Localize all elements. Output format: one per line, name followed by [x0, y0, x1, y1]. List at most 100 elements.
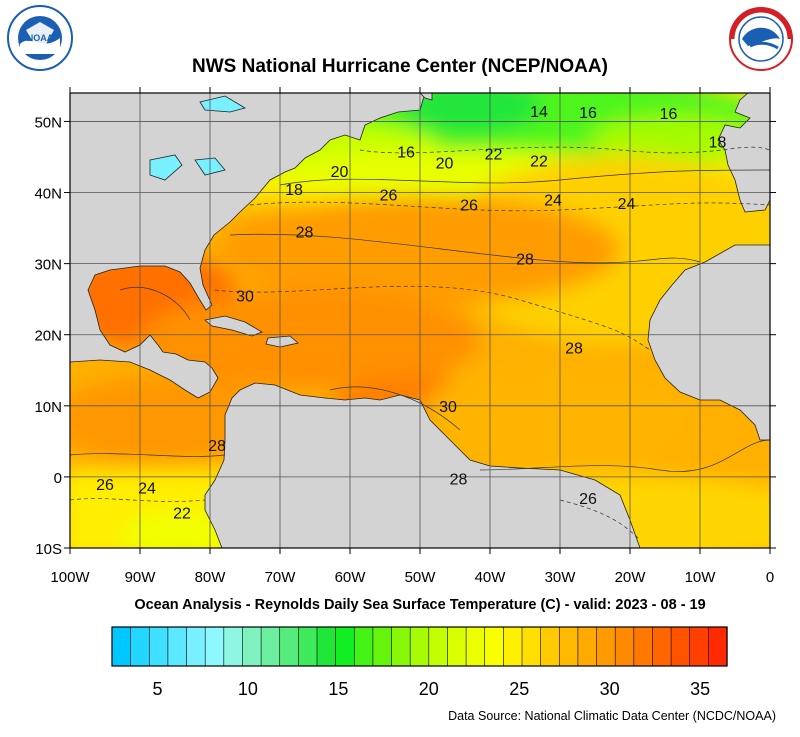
- great-lakes: [149, 95, 247, 181]
- contour-label: 16: [579, 105, 597, 122]
- isotherm-contours: [70, 146, 770, 541]
- colorbar-swatch: [503, 626, 523, 667]
- lon-tick-label: 0: [766, 569, 774, 586]
- colorbar-swatch: [391, 626, 411, 667]
- contour-label: 28: [565, 341, 583, 358]
- contour-label: 18: [709, 134, 727, 151]
- colorbar-swatch: [335, 626, 355, 667]
- colorbar-label: 25: [509, 679, 529, 699]
- colorbar-swatch: [186, 626, 206, 667]
- colorbar-label: 35: [690, 679, 710, 699]
- contour-label: 24: [138, 481, 156, 498]
- contour-label: 20: [331, 164, 349, 181]
- lat-tick-label: 0: [54, 470, 62, 487]
- contour-label: 14: [530, 104, 548, 121]
- sst-colorbar: 5 10 15 20 25 30 35: [111, 626, 728, 699]
- colorbar-swatch: [670, 626, 691, 667]
- colorbar-swatch: [614, 626, 635, 667]
- greenland: [419, 93, 433, 101]
- colorbar-swatch: [204, 626, 225, 667]
- colorbar-swatch: [316, 626, 337, 667]
- contour-label: 22: [485, 146, 503, 163]
- data-source: Data Source: National Climatic Data Cent…: [448, 709, 776, 723]
- colorbar-swatch: [372, 626, 393, 667]
- colorbar-label: 10: [238, 679, 258, 699]
- colorbar-swatch: [521, 626, 542, 667]
- colorbar-frame: [111, 626, 728, 667]
- contour-label: 28: [516, 252, 534, 269]
- colorbar-swatch: [465, 626, 486, 667]
- lon-tick-label: 60W: [335, 569, 367, 586]
- contour-label: 24: [544, 193, 562, 210]
- cuba: [204, 315, 263, 337]
- colorbar-swatch: [447, 626, 467, 667]
- colorbar-label: 15: [328, 679, 348, 699]
- contour-label: 24: [618, 196, 636, 213]
- colorbar-swatch: [223, 626, 244, 667]
- colorbar-swatch: [558, 626, 579, 667]
- lon-tick-label: 20W: [615, 569, 647, 586]
- colorbar-swatch: [708, 626, 728, 667]
- colorbar-swatch: [428, 626, 449, 667]
- europe-africa: [647, 93, 770, 441]
- lon-tick-label: 50W: [405, 569, 437, 586]
- lon-tick-label: 80W: [195, 569, 227, 586]
- lat-tick-label: 30N: [34, 257, 62, 274]
- contour-label: 30: [439, 399, 457, 416]
- contour-label: 26: [579, 491, 597, 508]
- noaa-logo: NOAA: [7, 5, 73, 71]
- lon-tick-label: 40W: [475, 569, 507, 586]
- contour-label: 22: [530, 154, 548, 171]
- lat-tick-label: 40N: [34, 186, 62, 203]
- lat-lon-grid: [70, 93, 770, 548]
- lon-tick-label: 70W: [265, 569, 297, 586]
- lon-tick-label: 30W: [545, 569, 577, 586]
- colorbar-swatch: [577, 626, 598, 667]
- analysis-subtitle: Ocean Analysis - Reynolds Daily Sea Surf…: [134, 597, 706, 613]
- colorbar-swatch: [633, 626, 654, 667]
- colorbar-swatch: [689, 626, 709, 667]
- contour-label: 28: [450, 471, 468, 488]
- lat-tick-label: 20N: [34, 328, 62, 345]
- colorbar-swatch: [260, 626, 281, 667]
- colorbar-swatch: [242, 626, 262, 667]
- lat-tick-label: 10S: [35, 541, 62, 558]
- lat-tick-label: 10N: [34, 399, 62, 416]
- colorbar-swatch: [279, 626, 299, 667]
- hispaniola: [265, 335, 299, 348]
- colorbar-swatch: [353, 626, 374, 667]
- colorbar-swatch: [652, 626, 672, 667]
- contour-label: 28: [208, 438, 226, 455]
- land-masses: [70, 93, 770, 548]
- contour-label: 20: [436, 156, 454, 173]
- colorbar-swatch: [540, 626, 560, 667]
- nws-logo: [729, 7, 793, 71]
- lat-tick-label: 50N: [34, 114, 62, 131]
- colorbar-label: 30: [600, 679, 620, 699]
- map-axes: 100W 90W 80W 70W 60W 50W 40W 30W 20W 10W 0 50N 40N 30…: [34, 87, 776, 586]
- contour-label: 22: [173, 505, 191, 522]
- colorbar-swatch: [484, 626, 504, 667]
- contour-label: 26: [96, 477, 114, 494]
- page-title: NWS National Hurricane Center (NCEP/NOAA…: [192, 56, 608, 77]
- lon-tick-label: 90W: [125, 569, 157, 586]
- colorbar-swatch: [111, 626, 132, 667]
- contour-label: 28: [296, 225, 314, 242]
- contour-label: 16: [660, 106, 678, 123]
- colorbar-swatch: [130, 626, 150, 667]
- colorbar-label: 20: [419, 679, 439, 699]
- lon-tick-label: 100W: [50, 569, 90, 586]
- contour-label: 30: [236, 289, 254, 306]
- contour-label: 26: [380, 188, 398, 205]
- noaa-logo-text: NOAA: [27, 33, 54, 43]
- contour-labels: 14 16 16 18 16 20 22 22 20 18 26 26 24 24 28 28 30 28 30 28…: [96, 104, 726, 523]
- contour-label: 16: [397, 144, 415, 161]
- colorbar-label: 5: [152, 679, 162, 699]
- contour-label: 26: [460, 198, 478, 215]
- colorbar-swatch: [298, 626, 318, 667]
- colorbar-swatch: [167, 626, 188, 667]
- colorbar-swatch: [148, 626, 169, 667]
- colorbar-swatch: [596, 626, 616, 667]
- lon-tick-label: 10W: [685, 569, 717, 586]
